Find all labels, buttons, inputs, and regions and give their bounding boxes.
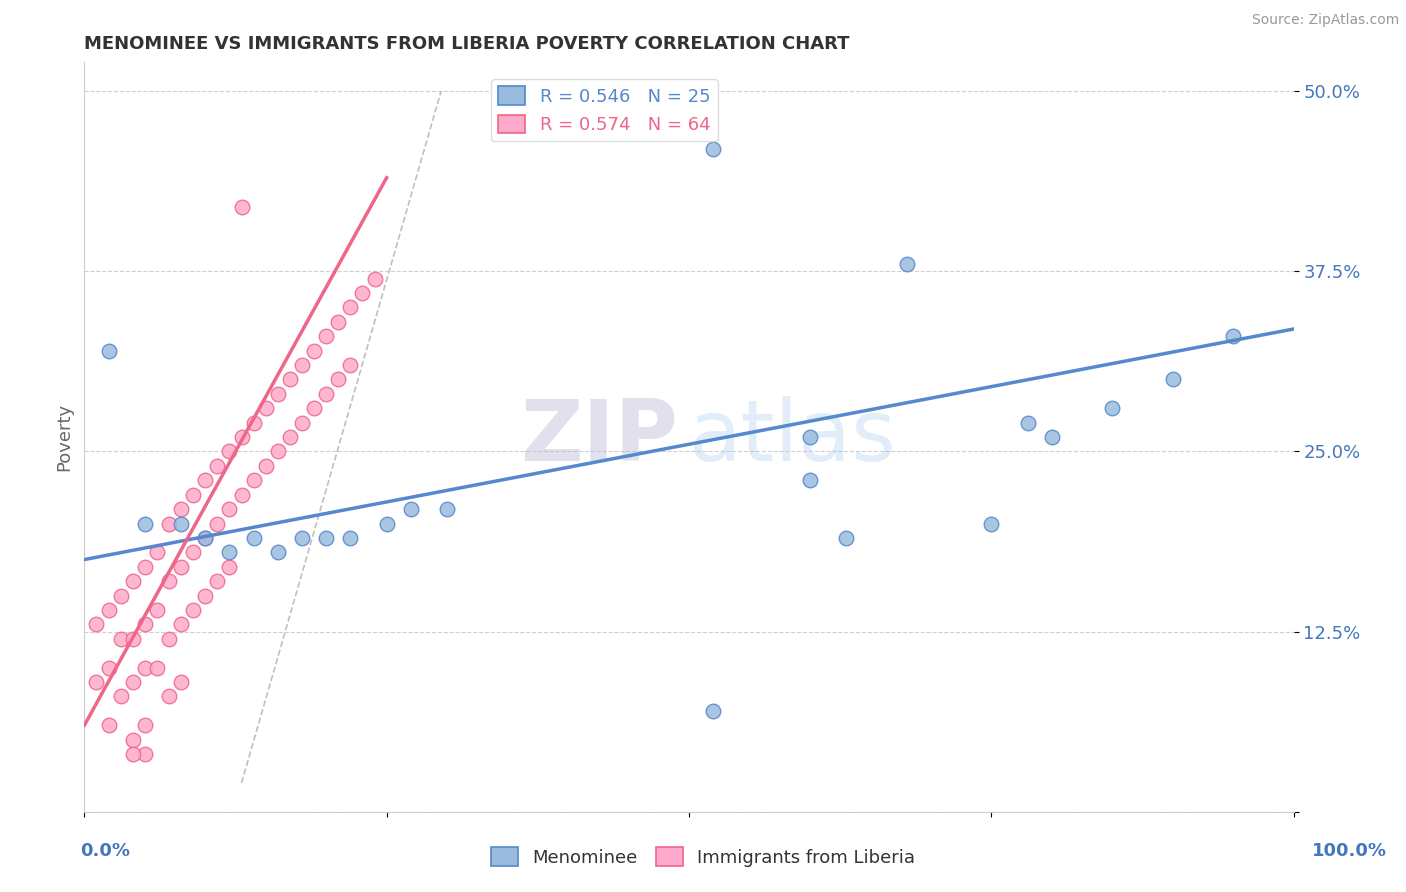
Point <box>207 516 229 531</box>
Point <box>146 603 169 617</box>
Point <box>231 200 253 214</box>
Point <box>194 589 217 603</box>
Point <box>134 516 156 531</box>
Point <box>242 473 264 487</box>
Point <box>363 271 385 285</box>
Point <box>146 660 169 674</box>
Text: atlas: atlas <box>689 395 897 479</box>
Point <box>399 502 422 516</box>
Point <box>302 401 325 416</box>
Point <box>97 660 120 674</box>
Point <box>170 502 193 516</box>
Point <box>291 531 314 545</box>
Point <box>157 690 180 704</box>
Point <box>181 488 204 502</box>
Point <box>134 617 156 632</box>
Point <box>799 430 821 444</box>
Point <box>146 545 169 559</box>
Point <box>121 732 143 747</box>
Point <box>315 387 337 401</box>
Text: 100.0%: 100.0% <box>1312 842 1388 860</box>
Text: Source: ZipAtlas.com: Source: ZipAtlas.com <box>1251 13 1399 28</box>
Point <box>328 372 350 386</box>
Point <box>134 559 156 574</box>
Point <box>835 531 858 545</box>
Point <box>436 502 458 516</box>
Point <box>218 444 240 458</box>
Point <box>278 430 301 444</box>
Point <box>267 545 290 559</box>
Point <box>799 473 821 487</box>
Point <box>328 315 350 329</box>
Point <box>352 285 374 300</box>
Point <box>157 516 180 531</box>
Point <box>1222 329 1244 343</box>
Point <box>1101 401 1123 416</box>
Point <box>218 559 240 574</box>
Legend: Menominee, Immigrants from Liberia: Menominee, Immigrants from Liberia <box>484 840 922 874</box>
Point <box>170 675 193 690</box>
Point <box>207 458 229 473</box>
Point <box>134 747 156 761</box>
Point <box>291 416 314 430</box>
Point <box>702 142 724 156</box>
Point <box>339 531 361 545</box>
Point <box>97 718 120 732</box>
Point <box>170 516 193 531</box>
Point <box>242 531 264 545</box>
Point <box>218 502 240 516</box>
Point <box>315 329 337 343</box>
Point <box>702 704 724 718</box>
Point <box>1040 430 1063 444</box>
Point <box>315 531 337 545</box>
Point <box>207 574 229 589</box>
Point <box>157 632 180 646</box>
Point <box>110 632 132 646</box>
Point <box>278 372 301 386</box>
Point <box>110 690 132 704</box>
Point <box>896 257 918 271</box>
Point <box>339 358 361 372</box>
Point <box>231 430 253 444</box>
Point <box>181 603 204 617</box>
Point <box>121 747 143 761</box>
Point <box>218 545 240 559</box>
Point <box>194 473 217 487</box>
Point <box>121 632 143 646</box>
Point <box>339 301 361 315</box>
Point <box>86 617 108 632</box>
Point <box>302 343 325 358</box>
Point <box>1161 372 1184 386</box>
Point <box>121 574 143 589</box>
Point <box>231 488 253 502</box>
Point <box>157 574 180 589</box>
Point <box>242 416 264 430</box>
Text: 0.0%: 0.0% <box>80 842 131 860</box>
Point <box>194 531 217 545</box>
Legend: R = 0.546   N = 25, R = 0.574   N = 64: R = 0.546 N = 25, R = 0.574 N = 64 <box>491 79 717 141</box>
Point <box>1017 416 1039 430</box>
Point <box>134 660 156 674</box>
Point <box>254 401 277 416</box>
Point <box>170 617 193 632</box>
Point <box>134 718 156 732</box>
Point <box>110 589 132 603</box>
Text: ZIP: ZIP <box>520 395 678 479</box>
Point <box>181 545 204 559</box>
Y-axis label: Poverty: Poverty <box>55 403 73 471</box>
Point <box>170 559 193 574</box>
Point <box>375 516 398 531</box>
Point <box>267 444 290 458</box>
Point <box>121 675 143 690</box>
Point <box>97 343 120 358</box>
Point <box>254 458 277 473</box>
Point <box>194 531 217 545</box>
Point <box>291 358 314 372</box>
Text: MENOMINEE VS IMMIGRANTS FROM LIBERIA POVERTY CORRELATION CHART: MENOMINEE VS IMMIGRANTS FROM LIBERIA POV… <box>84 35 849 53</box>
Point <box>980 516 1002 531</box>
Point <box>86 675 108 690</box>
Point <box>267 387 290 401</box>
Point <box>97 603 120 617</box>
